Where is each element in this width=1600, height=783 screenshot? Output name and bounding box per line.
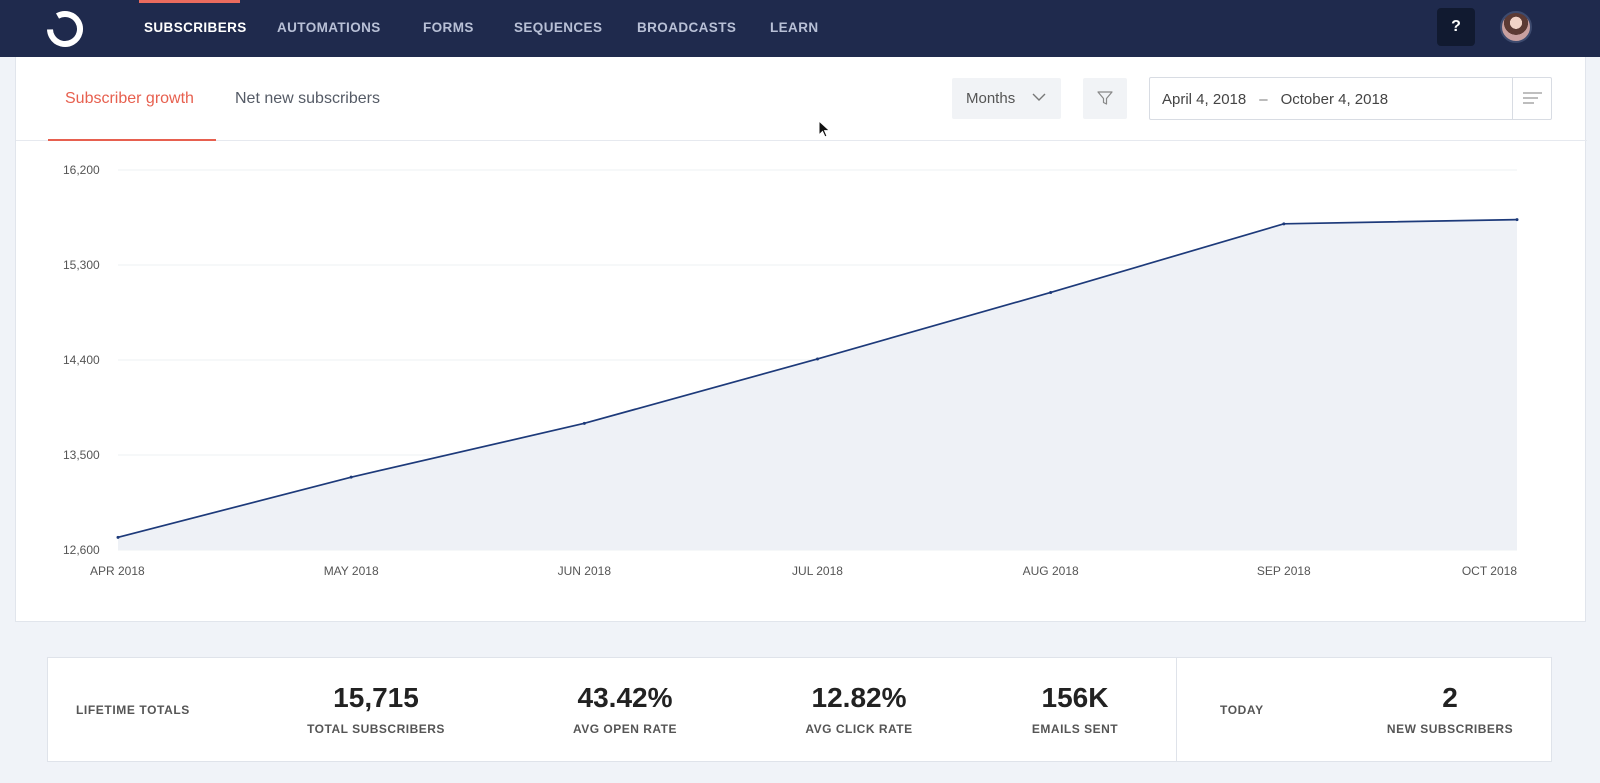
filter-button[interactable]: [1083, 78, 1127, 119]
top-navigation: SUBSCRIBERS AUTOMATIONS FORMS SEQUENCES …: [0, 0, 1600, 57]
stat-total-subscribers: 15,715 TOTAL SUBSCRIBERS: [296, 682, 456, 736]
avg-open-rate-label: AVG OPEN RATE: [572, 722, 678, 736]
active-tab-underline: [48, 139, 216, 141]
stat-avg-open-rate: 43.42% AVG OPEN RATE: [545, 682, 705, 736]
avg-click-rate-label: AVG CLICK RATE: [805, 722, 913, 736]
period-dropdown[interactable]: Months: [952, 78, 1061, 119]
filter-icon: [1097, 91, 1113, 105]
x-tick-label: MAY 2018: [324, 564, 379, 578]
date-start: April 4, 2018: [1162, 91, 1247, 108]
stat-emails-sent: 156K EMAILS SENT: [1015, 682, 1135, 736]
data-point: [816, 357, 819, 361]
nav-active-indicator: [139, 0, 240, 3]
new-subscribers-label: NEW SUBSCRIBERS: [1386, 722, 1514, 736]
x-tick-label: JUN 2018: [558, 564, 612, 578]
y-tick-label: 14,400: [63, 353, 100, 367]
data-point: [116, 535, 120, 539]
subscriber-growth-chart: 12,600 13,500 14,400 15,300 16,200 APR 2018 MA…: [63, 163, 1519, 578]
series-area-fill: [118, 219, 1517, 550]
x-tick-label: SEP 2018: [1257, 564, 1311, 578]
data-point: [1515, 218, 1519, 222]
nav-broadcasts[interactable]: BROADCASTS: [637, 20, 737, 35]
total-subscribers-label: TOTAL SUBSCRIBERS: [307, 722, 445, 736]
data-point: [582, 421, 586, 425]
data-point: [1282, 222, 1286, 226]
x-tick-label: APR 2018: [90, 564, 145, 578]
nav-learn[interactable]: LEARN: [770, 20, 819, 35]
avg-click-rate-value: 12.82%: [811, 682, 907, 713]
y-tick-label: 12,600: [63, 543, 100, 557]
tab-net-new-subscribers[interactable]: Net new subscribers: [235, 90, 380, 107]
date-separator: –: [1259, 91, 1268, 108]
x-tick-label: AUG 2018: [1023, 564, 1079, 578]
x-tick-label: OCT 2018: [1462, 564, 1517, 578]
lifetime-stats-panel: LIFETIME TOTALS 15,715 TOTAL SUBSCRIBERS…: [47, 657, 1552, 762]
date-options-button[interactable]: [1512, 78, 1551, 119]
avg-open-rate-value: 43.42%: [577, 682, 673, 713]
nav-subscribers[interactable]: SUBSCRIBERS: [144, 20, 247, 35]
today-label: TODAY: [1220, 703, 1264, 717]
y-tick-label: 16,200: [63, 163, 100, 177]
date-end: October 4, 2018: [1280, 91, 1389, 108]
data-point: [1049, 290, 1053, 294]
y-tick-label: 13,500: [63, 448, 100, 462]
x-tick-label: JUL 2018: [792, 564, 843, 578]
lifetime-totals-label: LIFETIME TOTALS: [76, 703, 190, 717]
period-dropdown-label: Months: [966, 90, 1016, 107]
y-tick-label: 15,300: [63, 258, 100, 272]
data-point: [349, 475, 353, 479]
chevron-down-icon: [1032, 93, 1046, 101]
new-subscribers-value: 2: [1442, 682, 1458, 713]
menu-lines-icon: [1523, 92, 1542, 104]
date-range-picker[interactable]: April 4, 2018– October 4, 2018: [1149, 77, 1552, 120]
nav-sequences[interactable]: SEQUENCES: [514, 20, 603, 35]
stat-new-subscribers: 2 NEW SUBSCRIBERS: [1370, 682, 1530, 736]
emails-sent-value: 156K: [1041, 682, 1109, 713]
emails-sent-label: EMAILS SENT: [1031, 722, 1119, 736]
mouse-cursor-icon: [818, 120, 831, 138]
nav-forms[interactable]: FORMS: [423, 20, 474, 35]
tab-divider: [16, 140, 1587, 141]
help-button[interactable]: ?: [1437, 8, 1475, 46]
date-range-text: April 4, 2018– October 4, 2018: [1162, 91, 1388, 108]
subscriber-growth-card: Subscriber growth Net new subscribers Mo…: [15, 57, 1587, 622]
total-subscribers-value: 15,715: [333, 682, 419, 713]
stats-divider: [1176, 658, 1177, 761]
stat-avg-click-rate: 12.82% AVG CLICK RATE: [779, 682, 939, 736]
tab-subscriber-growth[interactable]: Subscriber growth: [65, 90, 194, 107]
convertkit-logo[interactable]: [46, 10, 84, 48]
nav-automations[interactable]: AUTOMATIONS: [277, 20, 381, 35]
user-avatar[interactable]: [1500, 11, 1532, 43]
